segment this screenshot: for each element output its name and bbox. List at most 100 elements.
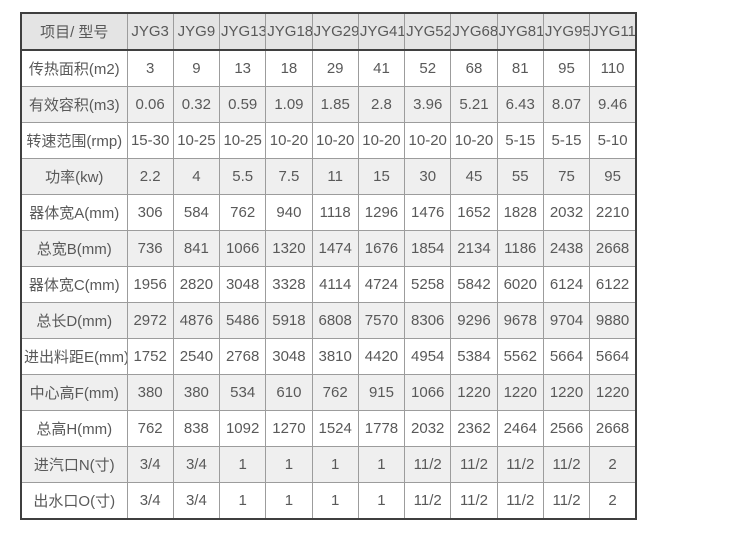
column-header: JYG3 xyxy=(126,12,174,51)
table-cell: 10-20 xyxy=(357,122,406,159)
column-header: JYG95 xyxy=(542,12,591,51)
spec-table: 项目/ 型号 JYG3 JYG9 JYG13 JYG18 JYG29 JYG41 JYG52 J… xyxy=(20,12,637,520)
table-cell: 2032 xyxy=(542,194,591,231)
table-cell: 5-15 xyxy=(542,122,591,159)
table-cell: 2210 xyxy=(589,194,637,231)
row-label: 总长D(mm) xyxy=(20,302,128,339)
table-cell: 380 xyxy=(126,374,174,411)
table-cell: 736 xyxy=(126,230,174,267)
row-label: 器体宽C(mm) xyxy=(20,266,128,303)
table-cell: 5258 xyxy=(404,266,452,303)
table-cell: 11/2 xyxy=(450,446,498,483)
table-cell: 1 xyxy=(311,446,359,483)
table-cell: 2668 xyxy=(589,410,637,447)
column-header: JYG18 xyxy=(265,12,313,51)
row-label: 总宽B(mm) xyxy=(20,230,128,267)
row-label: 进出料距E(mm) xyxy=(20,338,128,375)
table-cell: 3/4 xyxy=(172,446,221,483)
table-cell: 534 xyxy=(219,374,267,411)
table-cell: 6124 xyxy=(542,266,591,303)
table-cell: 1220 xyxy=(542,374,591,411)
table-cell: 1 xyxy=(311,482,359,520)
table-cell: 3048 xyxy=(265,338,313,375)
table-cell: 10-20 xyxy=(311,122,359,159)
table-cell: 1066 xyxy=(404,374,452,411)
table-cell: 5486 xyxy=(219,302,267,339)
table-row: 传热面积(m2) 3 9 13 18 29 41 52 68 81 95 110 xyxy=(20,49,637,87)
table-cell: 1476 xyxy=(404,194,452,231)
table-cell: 95 xyxy=(542,49,591,87)
table-cell: 9296 xyxy=(450,302,498,339)
row-label: 器体宽A(mm) xyxy=(20,194,128,231)
table-row: 出水口O(寸) 3/4 3/4 1 1 1 1 11/2 11/2 11/2 11/2 2 xyxy=(20,482,637,520)
table-row: 总宽B(mm) 736 841 1066 1320 1474 1676 1854 2134 118… xyxy=(20,230,637,267)
column-header: JYG52 xyxy=(404,12,452,51)
spec-table-head-row: 项目/ 型号 JYG3 JYG9 JYG13 JYG18 JYG29 JYG41 JYG52 J… xyxy=(20,12,637,51)
table-cell: 110 xyxy=(589,49,637,87)
row-label: 转速范围(rmp) xyxy=(20,122,128,159)
table-cell: 9704 xyxy=(542,302,591,339)
table-cell: 610 xyxy=(265,374,313,411)
table-cell: 3/4 xyxy=(126,482,174,520)
table-cell: 915 xyxy=(357,374,406,411)
row-label: 出水口O(寸) xyxy=(20,482,128,520)
table-cell: 5.21 xyxy=(450,86,498,123)
table-cell: 68 xyxy=(450,49,498,87)
table-cell: 2.8 xyxy=(357,86,406,123)
table-cell: 1752 xyxy=(126,338,174,375)
table-cell: 762 xyxy=(311,374,359,411)
table-row: 进汽口N(寸) 3/4 3/4 1 1 1 1 11/2 11/2 11/2 11/2 2 xyxy=(20,446,637,483)
table-cell: 4876 xyxy=(172,302,221,339)
column-header: JYG13 xyxy=(219,12,267,51)
table-cell: 3/4 xyxy=(172,482,221,520)
table-cell: 10-20 xyxy=(404,122,452,159)
table-cell: 1 xyxy=(219,482,267,520)
table-cell: 5562 xyxy=(496,338,544,375)
table-cell: 3048 xyxy=(219,266,267,303)
table-cell: 5.5 xyxy=(219,158,267,195)
table-cell: 1 xyxy=(357,446,406,483)
table-cell: 4724 xyxy=(357,266,406,303)
table-cell: 1296 xyxy=(357,194,406,231)
table-cell: 10-25 xyxy=(172,122,221,159)
column-header: JYG81 xyxy=(496,12,544,51)
table-cell: 5664 xyxy=(589,338,637,375)
table-cell: 1 xyxy=(265,482,313,520)
table-cell: 15 xyxy=(357,158,406,195)
table-cell: 11/2 xyxy=(542,446,591,483)
table-cell: 1854 xyxy=(404,230,452,267)
column-header: JYG29 xyxy=(311,12,359,51)
table-cell: 1.85 xyxy=(311,86,359,123)
table-cell: 7570 xyxy=(357,302,406,339)
table-cell: 11/2 xyxy=(404,446,452,483)
table-cell: 1.09 xyxy=(265,86,313,123)
row-label: 功率(kw) xyxy=(20,158,128,195)
table-row: 总长D(mm) 2972 4876 5486 5918 6808 7570 8306 9296 9… xyxy=(20,302,637,339)
table-cell: 9678 xyxy=(496,302,544,339)
table-cell: 5918 xyxy=(265,302,313,339)
table-row: 总高H(mm) 762 838 1092 1270 1524 1778 2032 2362 246… xyxy=(20,410,637,447)
table-cell: 1220 xyxy=(589,374,637,411)
table-cell: 29 xyxy=(311,49,359,87)
table-cell: 5842 xyxy=(450,266,498,303)
spec-table-body: 传热面积(m2) 3 9 13 18 29 41 52 68 81 95 110 有效容积(m3) 0.0… xyxy=(20,49,637,520)
table-cell: 1270 xyxy=(265,410,313,447)
table-cell: 2566 xyxy=(542,410,591,447)
table-cell: 2820 xyxy=(172,266,221,303)
row-label: 传热面积(m2) xyxy=(20,49,128,87)
table-cell: 55 xyxy=(496,158,544,195)
table-cell: 2 xyxy=(589,482,637,520)
table-cell: 95 xyxy=(589,158,637,195)
table-cell: 6.43 xyxy=(496,86,544,123)
table-row: 进出料距E(mm) 1752 2540 2768 3048 3810 4420 4954 538… xyxy=(20,338,637,375)
table-cell: 11/2 xyxy=(450,482,498,520)
table-cell: 1676 xyxy=(357,230,406,267)
table-cell: 10-25 xyxy=(219,122,267,159)
table-cell: 5-15 xyxy=(496,122,544,159)
table-cell: 3.96 xyxy=(404,86,452,123)
table-cell: 52 xyxy=(404,49,452,87)
table-cell: 11 xyxy=(311,158,359,195)
table-cell: 7.5 xyxy=(265,158,313,195)
table-cell: 2768 xyxy=(219,338,267,375)
table-cell: 1092 xyxy=(219,410,267,447)
